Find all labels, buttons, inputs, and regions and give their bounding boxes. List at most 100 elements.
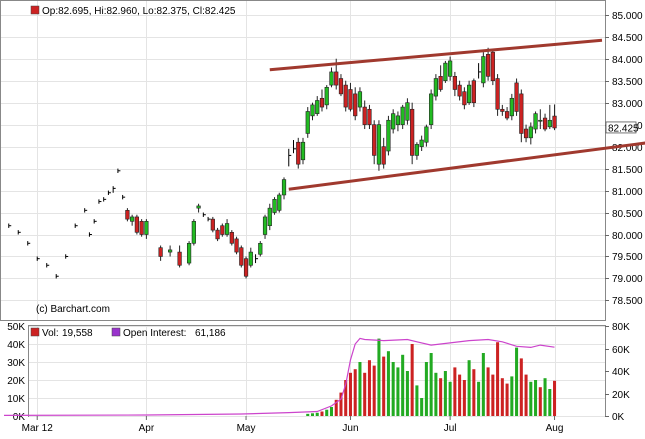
candle-body [443,62,448,82]
x-tick-label: Jul [444,423,457,434]
candle-body [424,126,429,143]
candle-body [234,238,239,253]
candle-body [215,229,220,240]
candle-body [419,139,424,147]
volume-bar [401,354,405,416]
candle-body [281,179,287,196]
x-tick-label: Aug [546,423,564,434]
candle-body [414,144,420,156]
candle-body [433,78,438,97]
volume-bar [396,367,400,416]
candle-body [300,141,306,161]
volume-bar [348,372,352,416]
volume-tick-label: 20K [7,376,25,387]
candle-body [158,247,163,257]
volume-bar [363,372,367,416]
volume-bar [386,351,390,416]
volume-bar [353,369,357,416]
volume-bar [329,407,333,416]
candle-body [338,78,344,95]
volume-bar [429,353,433,416]
volume-bar [372,365,376,416]
watermark: (c) Barchart.com [36,304,110,315]
volume-bar [344,380,348,416]
volume-bar [315,412,319,416]
candle-body [367,108,372,125]
candle-body [315,100,320,114]
price-tick-label: 84.500 [612,33,643,44]
volume-bar [434,372,438,416]
volume-bar [443,371,447,416]
price-tick-label: 85.000 [612,11,643,22]
oi-tick-label: 0K [612,412,625,423]
candle-body [229,232,234,244]
x-tick-label: Jun [342,423,358,434]
volume-bar [339,392,343,416]
volume-bar [382,356,386,416]
volume-bar [391,362,395,416]
candle-body [239,247,244,266]
volume-bar [496,342,500,416]
price-tick-label: 80.000 [612,231,643,242]
candle-body [509,97,514,117]
x-tick-label: May [237,423,256,434]
price-legend-text: Op:82.695, Hi:82.960, Lo:82.375, Cl:82.4… [42,6,236,17]
candle-body [514,82,519,112]
volume-bar [448,381,452,416]
volume-bar [486,367,490,416]
volume-bar [325,409,329,416]
candle-body [296,141,301,165]
volume-bar [310,413,315,416]
candle-body [519,93,524,134]
candle-body [490,51,495,82]
candle-body [381,146,386,165]
candle-body [485,54,491,77]
volume-legend: Vol: 19,558 Open Interest: 61,186 [30,327,226,339]
candle-body [400,106,405,125]
volume-bar [500,378,504,416]
x-tick-label: Mar 12 [22,423,54,434]
candle-body [272,199,277,213]
open-interest-series [3,337,555,416]
candle-body [334,71,339,86]
candle-body [357,91,363,108]
volume-tick-label: 50K [7,322,25,333]
candle-body [134,216,139,233]
trendline [269,38,603,72]
volume-bar [548,389,552,416]
candle-body [186,242,192,264]
open-interest-line [3,337,555,416]
candle-body [405,102,410,121]
candle-body [310,104,315,117]
volume-legend-label: Vol: [42,328,59,339]
open-interest-legend-value: 61,186 [195,328,226,339]
volume-tick-label: 40K [7,340,25,351]
volume-bar [462,380,466,416]
x-axis-labels: Mar 12 Apr May Jun Jul Aug [22,416,564,434]
oi-tick-label: 40K [612,367,630,378]
volume-tick-label: 0K [13,412,26,423]
volume-bar [491,374,495,416]
volume-bar [458,374,462,416]
volume-bar [377,338,381,416]
open-interest-legend-label: Open Interest: [123,328,186,339]
candle-body [467,84,472,103]
volume-bars [306,338,557,416]
candle-body [210,218,215,231]
price-tick-label: 80.500 [612,209,643,220]
candle-body [267,207,272,227]
volume-bar [481,353,485,416]
candle-body [258,242,263,255]
candle-body [504,111,510,119]
volume-bar [515,347,519,416]
candle-body [248,251,253,266]
candle-body [353,93,358,117]
candle-body [329,71,334,86]
candle-body [130,216,135,222]
volume-bar [306,413,310,416]
candle-body [168,249,173,253]
volume-bar [320,411,324,416]
volume-legend-swatch [30,327,40,337]
candle-body [196,205,201,209]
volume-bar [524,374,528,416]
